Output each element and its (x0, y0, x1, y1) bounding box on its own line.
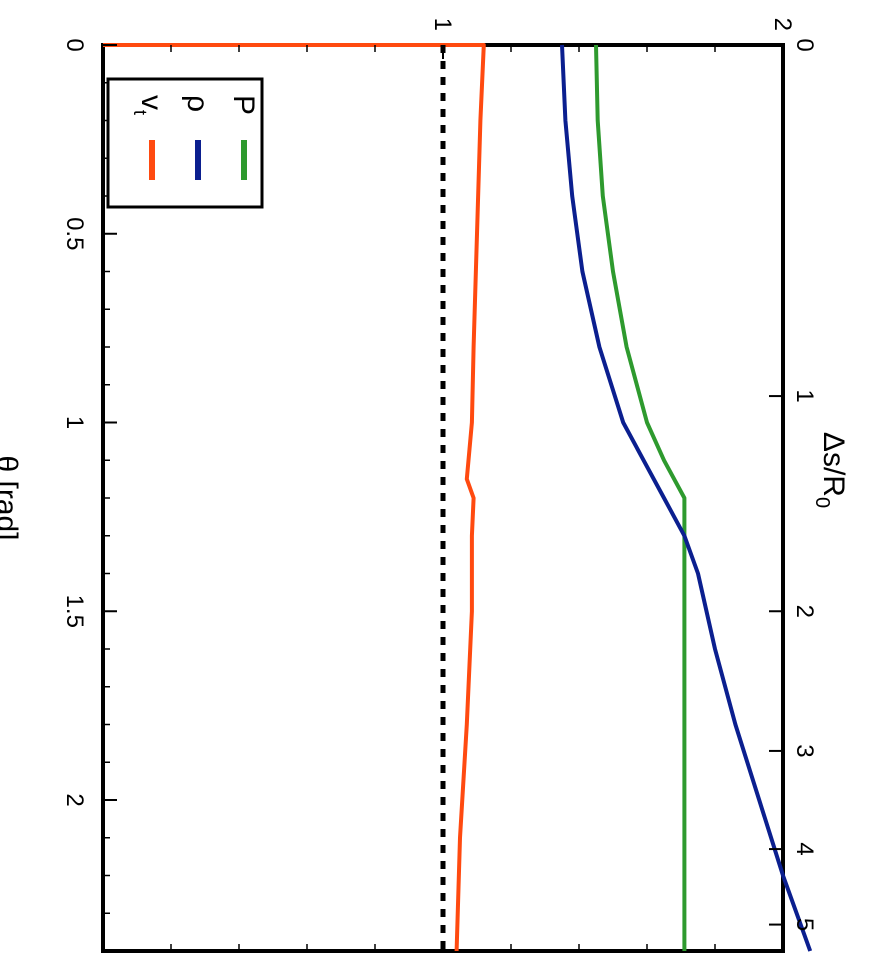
series-line-v-t (103, 43, 486, 952)
legend-box (106, 77, 264, 209)
top-axis-label-sub: 0 (811, 497, 833, 508)
y-tick-label: 2 (769, 18, 796, 31)
top-axis-label-main: Δs/R (817, 432, 850, 497)
x-tick-label: 2 (61, 793, 88, 806)
top-tick-label: 1 (791, 389, 818, 402)
top-tick-label: 4 (791, 842, 818, 855)
top-tick-label: 3 (791, 744, 818, 757)
y-tick-label: 1 (429, 18, 456, 31)
legend-label: P (227, 95, 260, 115)
top-tick-label: 5 (791, 918, 818, 931)
legend-label-sub: t (130, 110, 150, 115)
legend-label: ρ (181, 95, 214, 112)
x-tick-label: 0.5 (61, 217, 88, 250)
series-line-p (594, 44, 687, 951)
series-line-rho (560, 44, 813, 952)
x-tick-label: 1 (61, 416, 88, 429)
x-axis-label: θ [rad] (0, 455, 23, 540)
top-tick-label: 0 (791, 38, 818, 51)
top-tick-label: 2 (791, 605, 818, 618)
series-layer (103, 43, 813, 952)
x-tick-label: 0 (61, 38, 88, 51)
x-tick-label: 1.5 (61, 595, 88, 628)
top-axis-label: Δs/R0 (811, 432, 850, 508)
